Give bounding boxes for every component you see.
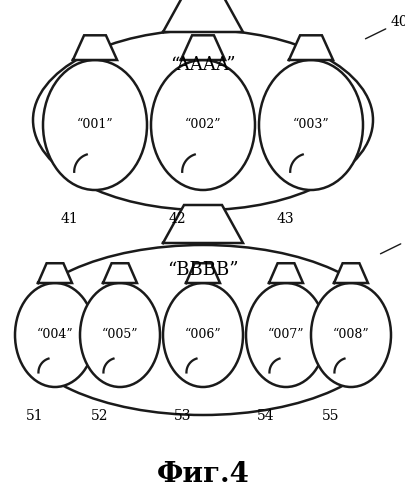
Text: 53: 53 — [174, 409, 191, 423]
Polygon shape — [38, 263, 72, 283]
Polygon shape — [288, 36, 332, 60]
Text: “003”: “003” — [292, 118, 328, 132]
Text: “008”: “008” — [332, 328, 369, 342]
Text: 40: 40 — [364, 15, 405, 39]
Text: 55: 55 — [322, 409, 339, 423]
Text: 51: 51 — [26, 409, 44, 423]
Text: “004”: “004” — [36, 328, 73, 342]
Polygon shape — [103, 263, 136, 283]
Ellipse shape — [245, 283, 325, 387]
Text: 41: 41 — [60, 212, 78, 226]
Polygon shape — [181, 36, 224, 60]
Text: “BBBB”: “BBBB” — [167, 261, 238, 279]
Ellipse shape — [310, 283, 390, 387]
Text: Фиг.4: Фиг.4 — [156, 462, 249, 488]
Text: 52: 52 — [91, 409, 109, 423]
Ellipse shape — [258, 60, 362, 190]
Ellipse shape — [18, 245, 387, 415]
Text: “007”: “007” — [267, 328, 303, 342]
Text: 43: 43 — [275, 212, 293, 226]
Text: “AAAA”: “AAAA” — [170, 56, 235, 74]
Text: 54: 54 — [256, 409, 274, 423]
Polygon shape — [73, 36, 117, 60]
Text: 50: 50 — [379, 230, 405, 254]
Text: “006”: “006” — [184, 328, 221, 342]
Ellipse shape — [80, 283, 160, 387]
Ellipse shape — [15, 283, 95, 387]
Ellipse shape — [33, 30, 372, 210]
Text: “002”: “002” — [184, 118, 221, 132]
Polygon shape — [333, 263, 367, 283]
Polygon shape — [185, 263, 220, 283]
Text: “005”: “005” — [102, 328, 138, 342]
Ellipse shape — [162, 283, 243, 387]
Polygon shape — [269, 263, 302, 283]
Polygon shape — [162, 0, 243, 32]
Ellipse shape — [43, 60, 147, 190]
Ellipse shape — [151, 60, 254, 190]
Polygon shape — [162, 205, 243, 243]
Text: “001”: “001” — [77, 118, 113, 132]
Text: 42: 42 — [168, 212, 185, 226]
